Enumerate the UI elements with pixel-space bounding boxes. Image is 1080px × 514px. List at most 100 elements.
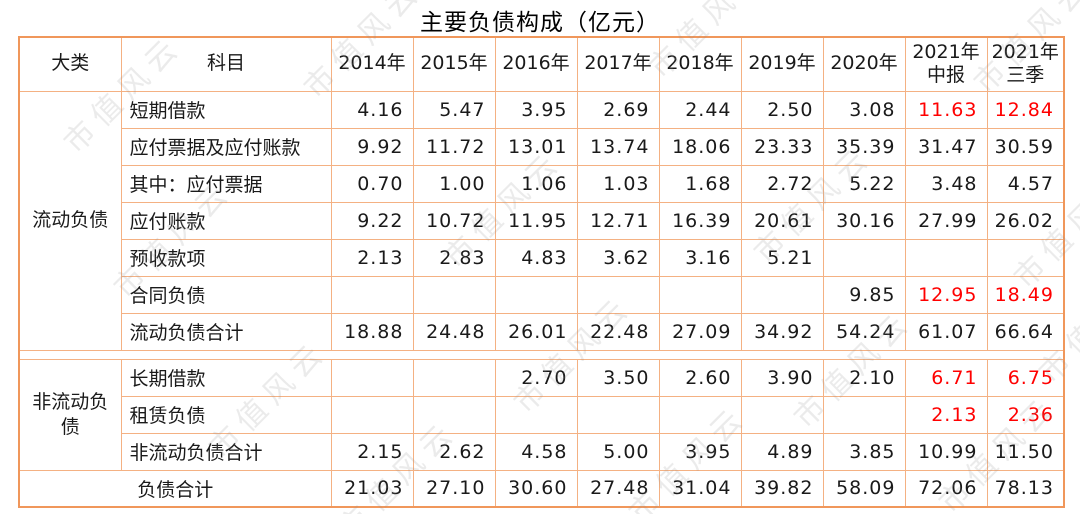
item-label-cell: 短期借款 xyxy=(120,90,332,129)
value-cell: 78.13 xyxy=(986,469,1065,508)
value-cell: 3.50 xyxy=(576,358,660,397)
table-header: 大类 科目 2014年 2015年 2016年 2017年 2018年 2019年 2020年 2… xyxy=(18,36,1065,92)
value-cell: 2.69 xyxy=(576,90,660,129)
value-cell: 26.02 xyxy=(986,201,1065,240)
value-cell: 58.09 xyxy=(822,469,906,508)
value-cell: 35.39 xyxy=(822,127,906,166)
table-row: 应付账款 9.22 10.72 11.95 12.71 16.39 20.61 30.16 27… xyxy=(19,201,1065,240)
group-cell: 流动负债 xyxy=(18,90,122,351)
value-cell: 2.15 xyxy=(330,432,414,471)
value-cell: 9.85 xyxy=(822,275,906,314)
value-cell: 24.48 xyxy=(412,312,496,351)
value-cell: 6.71 xyxy=(904,358,988,397)
value-cell: 27.09 xyxy=(658,312,742,351)
item-label-cell: 非流动负债合计 xyxy=(120,432,332,471)
value-cell: 21.03 xyxy=(330,469,414,508)
value-cell: 31.47 xyxy=(904,127,988,166)
item-label-cell: 其中：应付票据 xyxy=(120,164,332,203)
debt-table: 大类 科目 2014年 2015年 2016年 2017年 2018年 2019年 2020年 2… xyxy=(18,36,1065,508)
header-row: 大类 科目 2014年 2015年 2016年 2017年 2018年 2019年 2020年 2… xyxy=(18,36,1065,92)
value-cell: 3.16 xyxy=(658,238,742,277)
value-cell: 9.22 xyxy=(330,201,414,240)
value-cell xyxy=(986,238,1065,277)
column-header: 2016年 xyxy=(494,36,578,92)
value-cell: 31.04 xyxy=(658,469,742,508)
value-cell xyxy=(740,275,824,314)
section-separator-row xyxy=(19,349,1064,360)
value-cell: 11.50 xyxy=(986,432,1065,471)
value-cell: 27.48 xyxy=(576,469,660,508)
value-cell: 61.07 xyxy=(904,312,988,351)
value-cell: 4.89 xyxy=(740,432,824,471)
table-body: 流动负债 短期借款 4.16 5.47 3.95 2.69 2.44 2.50 3.08 11.6… xyxy=(18,90,1065,508)
table-row: 预收款项 2.13 2.83 4.83 3.62 3.16 5.21 xyxy=(19,238,1065,277)
value-cell: 30.60 xyxy=(494,469,578,508)
value-cell: 2.62 xyxy=(412,432,496,471)
column-header: 2021年 中报 xyxy=(904,36,988,92)
value-cell: 4.58 xyxy=(494,432,578,471)
value-cell: 2.70 xyxy=(494,358,578,397)
value-cell: 11.95 xyxy=(494,201,578,240)
value-cell: 3.95 xyxy=(658,432,742,471)
item-label-cell: 合同负债 xyxy=(120,275,332,314)
item-label-cell: 长期借款 xyxy=(120,358,332,397)
total-row: 负债合计 21.03 27.10 30.60 27.48 31.04 39.82 58.09 7… xyxy=(18,469,1065,508)
value-cell: 18.06 xyxy=(658,127,742,166)
value-cell: 10.99 xyxy=(904,432,988,471)
value-cell: 27.10 xyxy=(412,469,496,508)
value-cell: 4.16 xyxy=(330,90,414,129)
column-header: 2021年 三季 xyxy=(986,36,1065,92)
table-row: 非流动负债合计 2.15 2.62 4.58 5.00 3.95 4.89 3.85 10.99… xyxy=(19,432,1065,471)
table-row: 其中：应付票据 0.70 1.00 1.06 1.03 1.68 2.72 5.22 3.48 4… xyxy=(19,164,1065,203)
value-cell: 12.95 xyxy=(904,275,988,314)
value-cell: 2.10 xyxy=(822,358,906,397)
column-header: 科目 xyxy=(120,36,332,92)
value-cell: 11.63 xyxy=(904,90,988,129)
table-row: 租赁负债 2.13 2.36 xyxy=(19,395,1065,434)
value-cell: 34.92 xyxy=(740,312,824,351)
value-cell: 12.84 xyxy=(986,90,1065,129)
value-cell xyxy=(822,238,906,277)
value-cell xyxy=(494,275,578,314)
value-cell: 20.61 xyxy=(740,201,824,240)
value-cell: 18.88 xyxy=(330,312,414,351)
column-header: 2017年 xyxy=(576,36,660,92)
value-cell xyxy=(412,275,496,314)
value-cell: 11.72 xyxy=(412,127,496,166)
value-cell xyxy=(740,395,824,434)
value-cell: 13.74 xyxy=(576,127,660,166)
value-cell: 10.72 xyxy=(412,201,496,240)
value-cell: 30.59 xyxy=(986,127,1065,166)
value-cell: 3.95 xyxy=(494,90,578,129)
value-cell: 6.75 xyxy=(986,358,1065,397)
column-header: 2015年 xyxy=(412,36,496,92)
value-cell xyxy=(330,275,414,314)
value-cell: 66.64 xyxy=(986,312,1065,351)
value-cell: 2.44 xyxy=(658,90,742,129)
value-cell: 22.48 xyxy=(576,312,660,351)
value-cell: 39.82 xyxy=(740,469,824,508)
value-cell: 4.83 xyxy=(494,238,578,277)
value-cell xyxy=(412,395,496,434)
table-row: 流动负债 短期借款 4.16 5.47 3.95 2.69 2.44 2.50 3.08 11.6… xyxy=(18,90,1065,351)
value-cell: 2.36 xyxy=(986,395,1065,434)
value-cell: 0.70 xyxy=(330,164,414,203)
value-cell: 27.99 xyxy=(904,201,988,240)
column-header: 2020年 xyxy=(822,36,906,92)
value-cell xyxy=(330,395,414,434)
item-label-cell: 流动负债合计 xyxy=(120,312,332,351)
page-title: 主要负债构成（亿元） xyxy=(420,10,660,36)
value-cell: 5.22 xyxy=(822,164,906,203)
value-cell: 12.71 xyxy=(576,201,660,240)
value-cell: 1.06 xyxy=(494,164,578,203)
value-cell: 2.72 xyxy=(740,164,824,203)
item-label-cell: 预收款项 xyxy=(120,238,332,277)
value-cell: 9.92 xyxy=(330,127,414,166)
value-cell: 2.13 xyxy=(330,238,414,277)
value-cell: 30.16 xyxy=(822,201,906,240)
value-cell: 4.57 xyxy=(986,164,1065,203)
column-header: 2018年 xyxy=(658,36,742,92)
value-cell xyxy=(330,358,414,397)
table-row: 流动负债合计 18.88 24.48 26.01 22.48 27.09 34.92 54.2… xyxy=(19,312,1065,351)
value-cell: 1.68 xyxy=(658,164,742,203)
